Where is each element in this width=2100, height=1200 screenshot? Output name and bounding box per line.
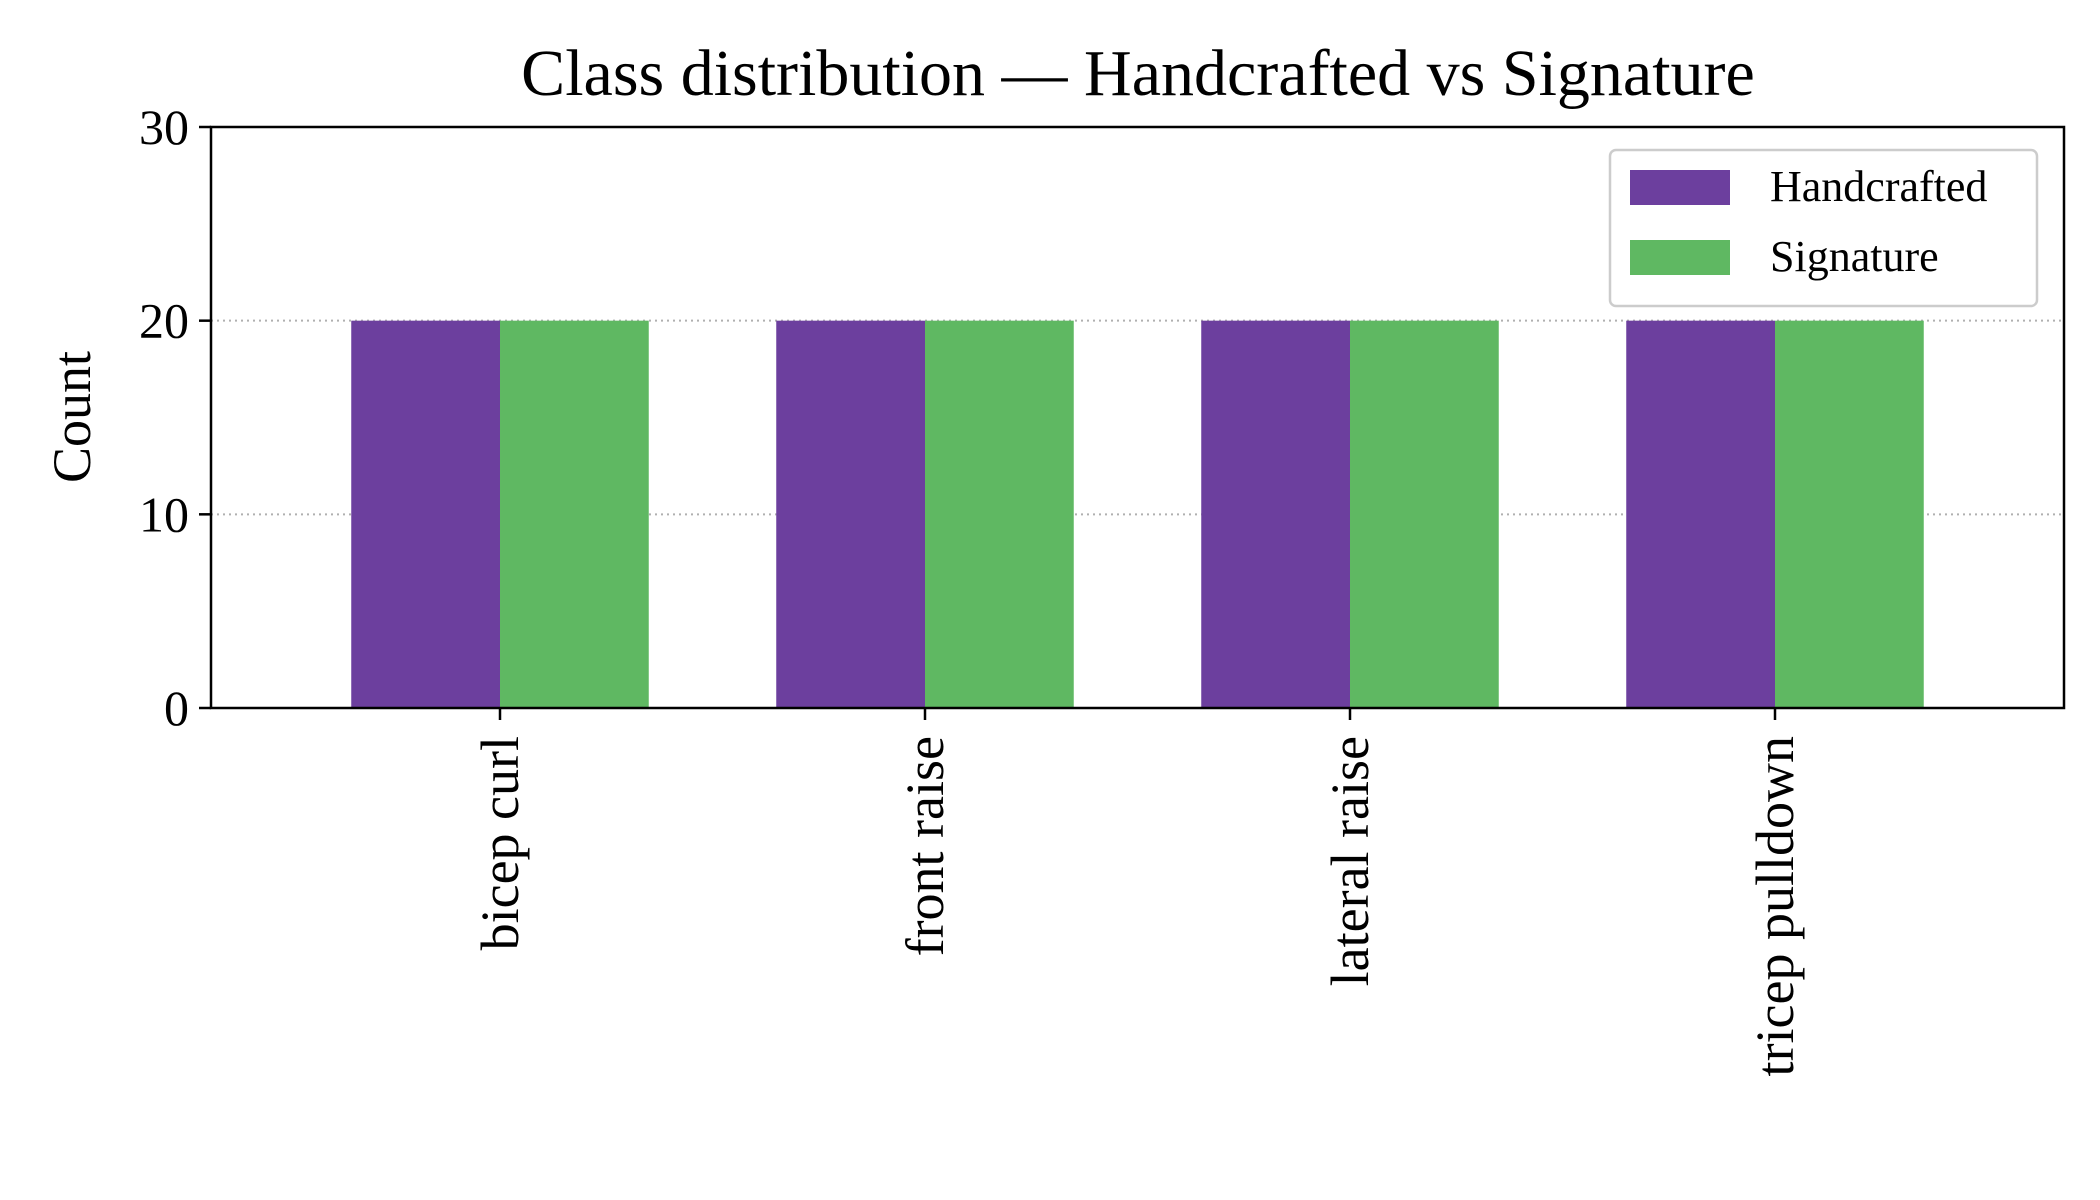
- legend-swatch-handcrafted: [1630, 170, 1730, 205]
- y-tick-label: 10: [139, 486, 189, 542]
- bar-handcrafted-tricep-pulldown: [1626, 320, 1775, 708]
- x-tick-label: tricep pulldown: [1745, 736, 1805, 1076]
- y-tick-label: 20: [139, 293, 189, 349]
- y-axis-label: Count: [42, 351, 102, 483]
- bar-handcrafted-lateral-raise: [1201, 320, 1350, 708]
- chart-title: Class distribution — Handcrafted vs Sign…: [521, 37, 1755, 110]
- plot-area-frame: [209, 125, 2066, 710]
- legend-label-signature: Signature: [1770, 232, 1939, 281]
- bar-signature-front-raise: [925, 320, 1074, 708]
- bar-signature-bicep-curl: [500, 320, 649, 708]
- x-tick-label: bicep curl: [470, 736, 530, 950]
- bars: [351, 320, 1924, 708]
- legend: Handcrafted Signature: [1608, 148, 2039, 308]
- x-tick-label: front raise: [895, 736, 955, 956]
- legend-swatch-signature: [1630, 240, 1730, 275]
- y-tick-label: 0: [164, 680, 189, 736]
- bar-signature-lateral-raise: [1350, 320, 1499, 708]
- bar-signature-tricep-pulldown: [1775, 320, 1924, 708]
- x-axis: bicep curl front raise lateral raise tricep…: [470, 708, 1805, 1076]
- y-axis: 0 10 20 30: [139, 99, 211, 736]
- x-tick-label: lateral raise: [1320, 736, 1380, 986]
- y-tick-label: 30: [139, 99, 189, 155]
- legend-label-handcrafted: Handcrafted: [1770, 162, 1987, 211]
- bar-handcrafted-front-raise: [776, 320, 925, 708]
- bar-handcrafted-bicep-curl: [351, 320, 500, 708]
